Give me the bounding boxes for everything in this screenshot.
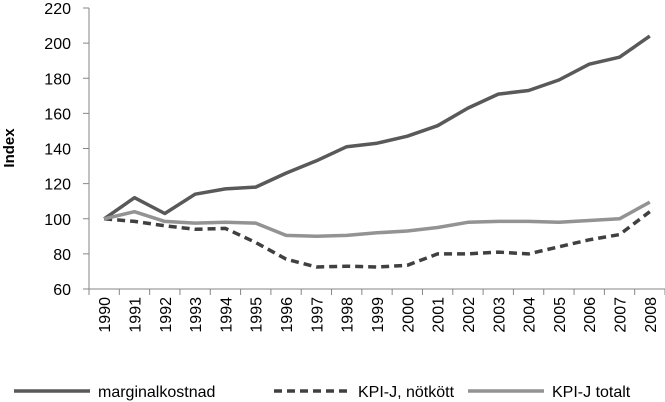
x-tick-label: 2004	[522, 297, 539, 333]
legend-label-1: marginalkostnad	[98, 384, 215, 401]
y-tick-label: 220	[44, 1, 71, 18]
x-tick-label: 2006	[582, 297, 599, 333]
y-tick-label: 120	[44, 177, 71, 194]
y-tick-label: 140	[44, 142, 71, 159]
y-axis-title: Index	[1, 128, 18, 168]
x-tick-label: 1997	[309, 297, 326, 333]
y-tick-label: 180	[44, 71, 71, 88]
y-tick-label: 80	[53, 247, 71, 264]
y-tick-label: 200	[44, 36, 71, 53]
x-tick-label: 2008	[643, 297, 660, 333]
x-tick-label: 1993	[188, 297, 205, 333]
x-tick-label: 2003	[491, 297, 508, 333]
x-tick-label: 1998	[340, 297, 357, 333]
axes	[83, 7, 665, 295]
x-tick-label: 1995	[249, 297, 266, 333]
y-tick-label: 100	[44, 212, 71, 229]
x-tick-label: 2002	[461, 297, 478, 333]
legend: marginalkostnad KPI-J, nötkött KPI-J total…	[14, 384, 631, 401]
x-tick-label: 1992	[158, 297, 175, 333]
x-tick-label: 1996	[279, 297, 296, 333]
x-tick-label: 1991	[127, 297, 144, 333]
x-tick-label: 2007	[613, 297, 630, 333]
series-line-1	[103, 34, 651, 221]
series-line-3	[103, 200, 651, 239]
x-tick-label: 2005	[552, 297, 569, 333]
x-tick-label: 1990	[97, 297, 114, 333]
x-tick-label: 1999	[370, 297, 387, 333]
series-lines	[103, 34, 651, 269]
legend-label-2: KPI-J, nötkött	[358, 384, 455, 401]
series-line-2	[104, 210, 651, 269]
tick-labels: 60 80 100 120 140 160 180 200 220 1990 1991 1992 199…	[44, 1, 660, 333]
legend-label-3: KPI-J totalt	[552, 384, 631, 401]
x-tick-label: 2000	[400, 297, 417, 333]
y-tick-label: 160	[44, 106, 71, 123]
x-tick-label: 2001	[431, 297, 448, 333]
x-tick-label: 1994	[218, 297, 235, 333]
y-tick-label: 60	[53, 282, 71, 299]
